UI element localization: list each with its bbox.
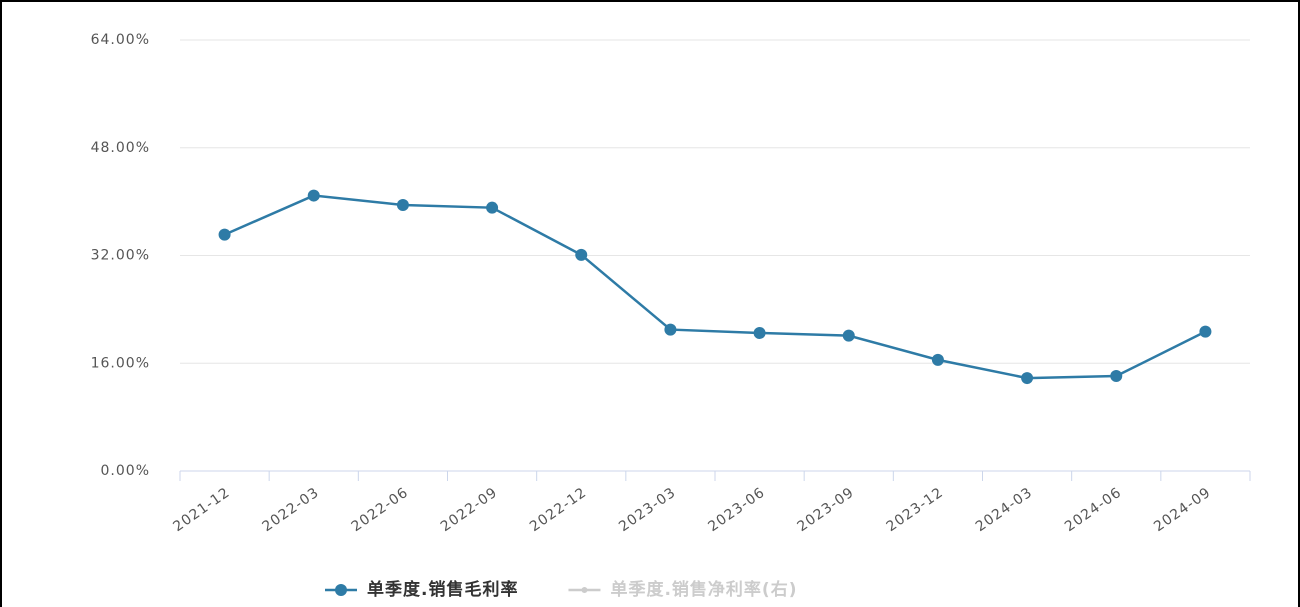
series-line: [224, 194, 1206, 380]
x-tick-label: 2022-12: [527, 484, 590, 535]
y-tick-label: 48.00%: [91, 140, 150, 156]
point: [664, 323, 677, 336]
x-tick-label: 2024-09: [1151, 484, 1214, 535]
x-tick-label: 2023-09: [795, 484, 858, 535]
point: [307, 189, 320, 202]
y-tick-label: 32.00%: [91, 248, 150, 264]
point: [575, 248, 588, 261]
legend-label: 单季度.销售净利率(右): [610, 579, 797, 600]
legend-item[interactable]: 单季度.销售净利率(右): [568, 579, 797, 600]
point: [1021, 372, 1034, 385]
y-tick-label: 0.00%: [101, 463, 150, 479]
y-tick-label: 64.00%: [91, 32, 150, 48]
point: [753, 326, 766, 339]
point: [1199, 325, 1212, 338]
x-tick-label: 2022-03: [260, 484, 323, 535]
legend-item[interactable]: 单季度.销售毛利率: [325, 579, 518, 600]
y-tick-label: 16.00%: [91, 355, 150, 371]
x-tick-label: 2024-06: [1062, 484, 1125, 535]
legend-label: 单季度.销售毛利率: [367, 579, 518, 600]
point: [396, 198, 409, 211]
point: [842, 329, 855, 342]
legend-marker: [581, 587, 588, 593]
legend-marker: [335, 584, 347, 596]
point: [486, 201, 499, 214]
x-tick-label: 2023-06: [705, 484, 768, 535]
x-tick-label: 2022-06: [349, 484, 412, 535]
x-tick-label: 2021-12: [170, 484, 233, 535]
point: [1110, 370, 1123, 383]
x-tick-label: 2023-03: [616, 484, 679, 535]
point: [931, 353, 944, 366]
point: [218, 228, 231, 241]
x-tick-label: 2024-03: [973, 484, 1036, 535]
x-tick-label: 2023-12: [884, 484, 947, 535]
x-tick-label: 2022-09: [438, 484, 501, 535]
